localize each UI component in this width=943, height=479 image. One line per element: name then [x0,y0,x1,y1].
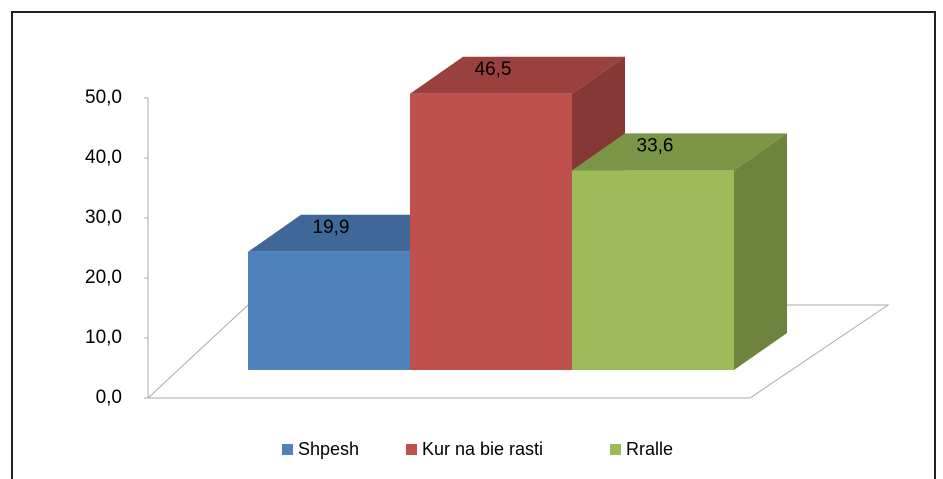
legend-swatch [406,444,417,455]
legend-label: Kur na bie rasti [422,439,543,459]
bar-top [248,214,463,252]
bar [572,170,734,370]
legend-swatch [282,444,293,455]
y-tick-label: 10,0 [85,327,122,348]
y-tick-label: 40,0 [85,147,122,168]
legend-swatch [610,444,621,455]
legend-label: Rralle [626,439,673,459]
y-tick-label: 0,0 [96,387,122,408]
bar [410,93,572,370]
data-label: 19,9 [313,217,350,238]
bar-side [734,133,787,370]
data-label: 33,6 [637,135,674,156]
bar-top [572,133,787,171]
data-label: 46,5 [475,59,512,80]
legend-label: Shpesh [298,439,359,459]
y-tick-label: 20,0 [85,267,122,288]
bar [248,251,410,370]
frame [11,11,936,479]
y-tick-label: 30,0 [85,207,122,228]
bar-top [410,56,625,94]
y-tick-label: 50,0 [85,87,122,108]
